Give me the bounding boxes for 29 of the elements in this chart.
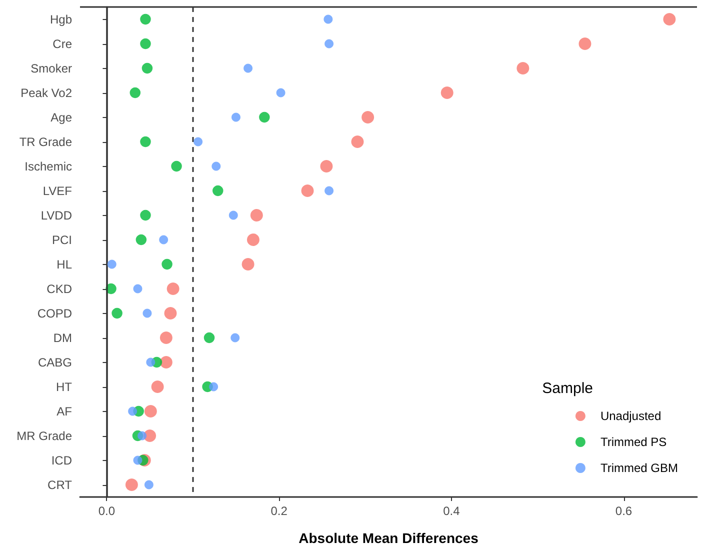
- y-tick-label: Hgb: [50, 12, 72, 26]
- y-tick-label: TR Grade: [19, 134, 72, 149]
- x-tick-label: 0.0: [98, 504, 116, 518]
- y-tick-label: LVDD: [40, 208, 72, 222]
- y-tick-label: PCI: [52, 232, 72, 247]
- y-tick-label: LVEF: [42, 184, 72, 198]
- y-tick-label: MR Grade: [16, 428, 72, 443]
- y-tick-label: HL: [56, 257, 72, 272]
- y-tick-label: CKD: [46, 282, 72, 296]
- y-tick-label: Ischemic: [24, 159, 72, 174]
- y-tick-label: CABG: [38, 355, 72, 370]
- x-tick-label: 0.4: [443, 504, 460, 518]
- legend-title: Sample: [542, 380, 593, 397]
- y-tick-label: Smoker: [30, 61, 72, 76]
- legend-label: Trimmed GBM: [600, 461, 678, 475]
- y-tick-label: DM: [53, 330, 72, 345]
- y-tick-label: HT: [56, 380, 73, 394]
- legend-label: Trimmed PS: [600, 435, 667, 449]
- legend-label: Unadjusted: [600, 409, 662, 423]
- y-tick-label: CRT: [48, 478, 73, 492]
- y-tick-label: COPD: [37, 306, 72, 320]
- y-tick-label: Cre: [52, 36, 72, 51]
- y-tick-label: ICD: [51, 453, 72, 468]
- y-tick-label: Peak Vo2: [20, 86, 72, 100]
- x-tick-label: 0.2: [270, 504, 288, 518]
- x-axis-title: Absolute Mean Differences: [298, 530, 479, 546]
- x-tick-label: 0.6: [615, 504, 632, 518]
- y-tick-label: Age: [50, 110, 72, 124]
- y-tick-label: AF: [56, 404, 72, 418]
